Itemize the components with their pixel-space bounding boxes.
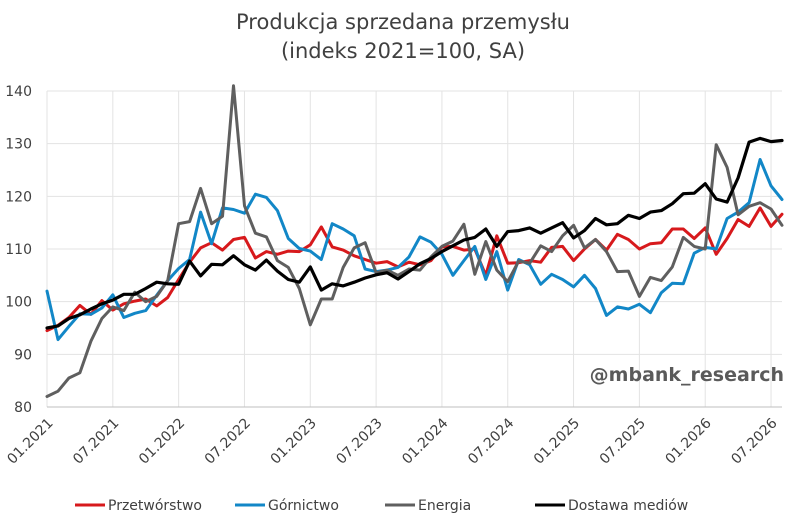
- legend-label: Dostawa mediów: [568, 498, 688, 514]
- y-tick-label: 90: [14, 347, 32, 363]
- x-tick-label: 01.2022: [136, 415, 188, 467]
- x-tick-label: 07.2024: [465, 415, 517, 467]
- x-tick-label: 01.2023: [268, 415, 320, 467]
- x-tick-label: 07.2021: [70, 415, 122, 467]
- x-tick-label: 07.2023: [333, 415, 385, 467]
- series-line-dostawa-medi-w: [45, 136, 784, 330]
- x-axis-tick-labels: 01.2021 07.2021 01.2022 07.2022 01.2023 07.20…: [4, 415, 780, 467]
- series-layer: [45, 84, 784, 398]
- x-tick-label: 01.2021: [4, 415, 56, 467]
- y-tick-label: 120: [5, 189, 32, 205]
- x-tick-label: 07.2025: [597, 415, 649, 467]
- y-tick-label: 80: [14, 400, 32, 416]
- legend-label: Górnictwo: [268, 498, 339, 514]
- y-tick-label: 140: [5, 84, 32, 100]
- chart-title-line-2: (indeks 2021=100, SA): [281, 39, 525, 63]
- series-line-przetw-rstwo: [45, 206, 784, 333]
- y-tick-label: 100: [5, 295, 32, 311]
- legend-label: Przetwórstwo: [108, 498, 202, 514]
- x-tick-label: 07.2022: [202, 415, 254, 467]
- x-tick-label: 07.2026: [728, 415, 780, 467]
- x-tick-label: 01.2024: [399, 415, 451, 467]
- y-tick-label: 130: [5, 137, 32, 153]
- legend-label: Energia: [418, 498, 471, 514]
- y-tick-label: 110: [5, 242, 32, 258]
- x-tick-label: 01.2026: [663, 415, 715, 467]
- y-axis-tick-labels: 80 90 100 110 120 130 140: [5, 84, 32, 416]
- x-tick-label: 01.2025: [531, 415, 583, 467]
- series-line-energia: [45, 84, 784, 398]
- series-line-g-rnictwo: [45, 158, 784, 342]
- watermark-text: @mbank_research: [590, 364, 784, 386]
- legend: Przetwórstwo Górnictwo Energia Dostawa medi…: [75, 498, 688, 514]
- chart-title-line-1: Produkcja sprzedana przemysłu: [236, 10, 570, 34]
